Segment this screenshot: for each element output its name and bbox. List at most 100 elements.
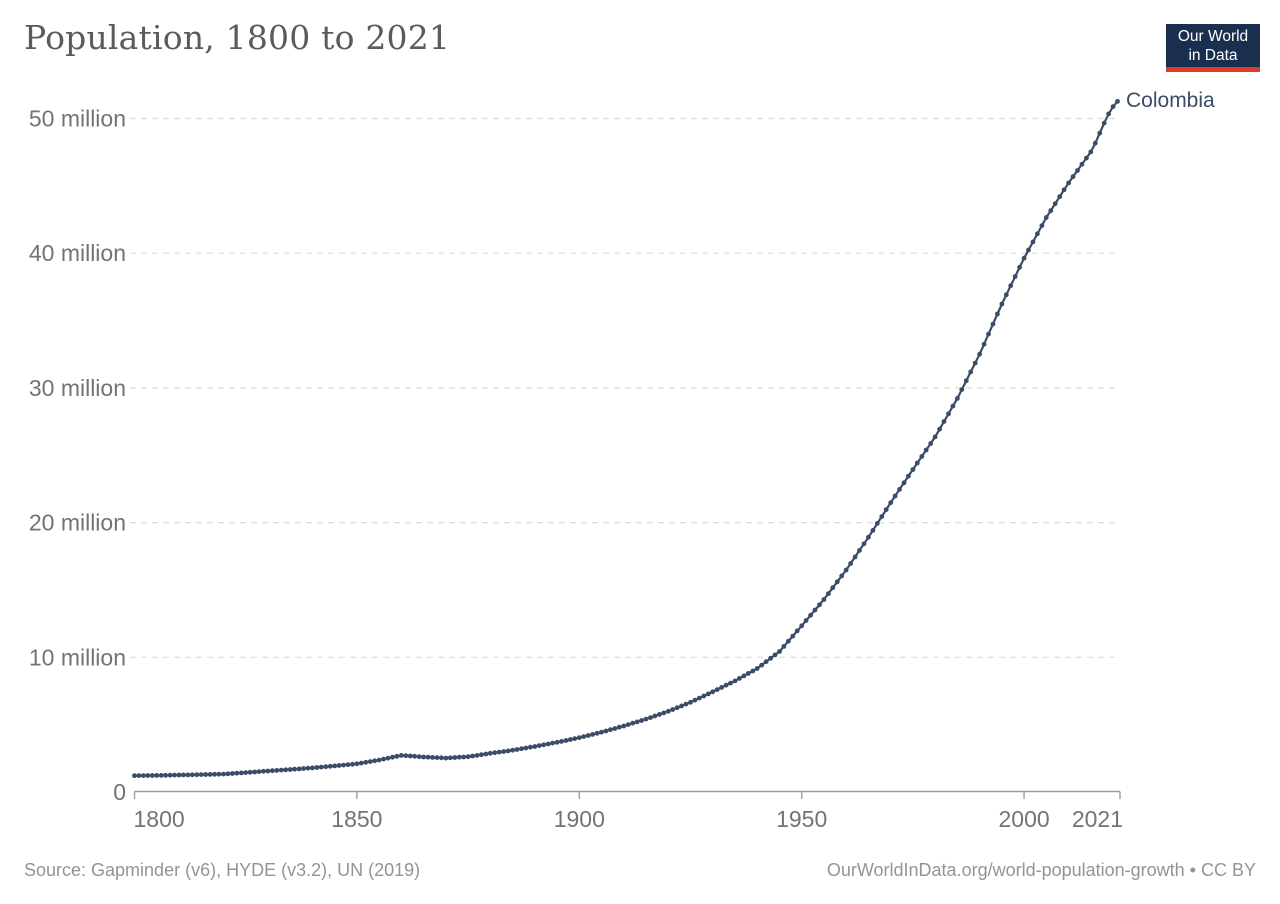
- data-point-1870[interactable]: [443, 755, 449, 761]
- data-point-1912[interactable]: [630, 720, 636, 726]
- data-point-1909[interactable]: [616, 724, 622, 730]
- data-point-1963[interactable]: [857, 548, 862, 553]
- data-point-1908[interactable]: [612, 726, 618, 731]
- data-point-1984[interactable]: [950, 403, 956, 409]
- data-point-1936[interactable]: [737, 676, 742, 681]
- data-point-1972[interactable]: [897, 487, 902, 492]
- data-point-1956[interactable]: [826, 591, 831, 596]
- data-point-1969[interactable]: [883, 507, 889, 512]
- data-point-1917[interactable]: [652, 713, 658, 719]
- data-point-1881[interactable]: [492, 750, 498, 756]
- data-point-1889[interactable]: [528, 744, 533, 750]
- data-point-1898[interactable]: [568, 737, 573, 742]
- data-point-1992[interactable]: [986, 331, 991, 337]
- data-point-1951[interactable]: [803, 618, 809, 623]
- data-point-1903[interactable]: [590, 732, 595, 737]
- data-point-1971[interactable]: [892, 493, 898, 499]
- data-point-1816[interactable]: [203, 772, 209, 777]
- data-point-1834[interactable]: [283, 767, 289, 773]
- data-point-1849[interactable]: [350, 761, 355, 767]
- data-point-1865[interactable]: [421, 754, 426, 760]
- data-point-1982[interactable]: [941, 419, 947, 424]
- data-point-1897[interactable]: [563, 738, 569, 743]
- data-point-1921[interactable]: [670, 707, 676, 712]
- data-point-1983[interactable]: [946, 411, 951, 417]
- data-point-1891[interactable]: [536, 743, 542, 748]
- data-point-2002[interactable]: [1030, 239, 1036, 245]
- data-point-1858[interactable]: [390, 754, 395, 760]
- data-point-1948[interactable]: [790, 633, 796, 639]
- data-point-1964[interactable]: [861, 541, 867, 547]
- data-point-1932[interactable]: [719, 685, 724, 690]
- data-point-2021[interactable]: [1115, 99, 1120, 104]
- data-point-1880[interactable]: [487, 750, 493, 756]
- data-point-1907[interactable]: [608, 727, 613, 733]
- data-point-1974[interactable]: [906, 473, 911, 479]
- data-point-1809[interactable]: [172, 772, 177, 778]
- data-point-1976[interactable]: [914, 460, 920, 466]
- data-point-1873[interactable]: [456, 754, 462, 760]
- data-point-1832[interactable]: [274, 768, 280, 773]
- data-point-1815[interactable]: [198, 772, 204, 777]
- data-point-1896[interactable]: [559, 739, 564, 744]
- data-point-1957[interactable]: [830, 585, 836, 591]
- data-point-2013[interactable]: [1079, 161, 1085, 167]
- data-point-1819[interactable]: [216, 771, 222, 777]
- data-point-1803[interactable]: [145, 773, 151, 778]
- data-point-1949[interactable]: [794, 628, 800, 634]
- data-point-1905[interactable]: [599, 729, 604, 735]
- data-point-2010[interactable]: [1066, 180, 1071, 186]
- data-point-1931[interactable]: [714, 687, 720, 692]
- data-point-1906[interactable]: [603, 728, 609, 734]
- data-point-1846[interactable]: [336, 763, 342, 768]
- data-point-1941[interactable]: [759, 662, 765, 668]
- data-point-1918[interactable]: [657, 712, 662, 717]
- data-point-1913[interactable]: [634, 719, 640, 725]
- data-point-1852[interactable]: [363, 759, 369, 765]
- data-point-1835[interactable]: [287, 767, 293, 772]
- data-point-1805[interactable]: [154, 773, 160, 778]
- data-point-1943[interactable]: [768, 655, 773, 661]
- data-point-1886[interactable]: [514, 747, 520, 752]
- data-point-1920[interactable]: [665, 708, 671, 714]
- data-point-1828[interactable]: [256, 769, 262, 774]
- data-point-1973[interactable]: [901, 480, 907, 486]
- data-point-1961[interactable]: [848, 561, 853, 566]
- data-point-1867[interactable]: [430, 755, 435, 760]
- data-point-1821[interactable]: [225, 771, 231, 777]
- data-point-1927[interactable]: [697, 695, 702, 701]
- data-point-2018[interactable]: [1101, 120, 1107, 126]
- data-point-1814[interactable]: [194, 772, 200, 778]
- data-point-1952[interactable]: [808, 612, 813, 618]
- data-point-1955[interactable]: [821, 597, 827, 602]
- data-point-2006[interactable]: [1048, 208, 1054, 214]
- data-point-1938[interactable]: [745, 671, 751, 676]
- data-point-1842[interactable]: [318, 764, 324, 770]
- data-point-1978[interactable]: [923, 447, 929, 453]
- data-point-1894[interactable]: [550, 740, 555, 746]
- data-point-1986[interactable]: [959, 387, 965, 392]
- data-point-1904[interactable]: [594, 730, 600, 736]
- data-point-1808[interactable]: [167, 772, 173, 778]
- data-point-2000[interactable]: [1021, 255, 1027, 261]
- data-point-1887[interactable]: [519, 746, 524, 752]
- data-point-1810[interactable]: [176, 772, 182, 778]
- data-point-1860[interactable]: [399, 753, 404, 758]
- data-point-1924[interactable]: [683, 701, 689, 707]
- data-point-1817[interactable]: [207, 772, 213, 777]
- data-point-1979[interactable]: [928, 441, 934, 446]
- data-point-2020[interactable]: [1110, 104, 1116, 109]
- data-point-1923[interactable]: [679, 703, 684, 709]
- data-point-1929[interactable]: [705, 691, 711, 697]
- data-point-1910[interactable]: [621, 723, 627, 729]
- data-point-1967[interactable]: [874, 521, 880, 526]
- data-point-1830[interactable]: [265, 768, 271, 774]
- data-point-1839[interactable]: [305, 765, 311, 771]
- data-point-1980[interactable]: [932, 434, 938, 440]
- data-point-1864[interactable]: [416, 754, 422, 760]
- data-point-1940[interactable]: [754, 666, 760, 671]
- data-point-1895[interactable]: [554, 739, 560, 745]
- data-point-1869[interactable]: [439, 755, 444, 761]
- data-point-1958[interactable]: [834, 579, 840, 585]
